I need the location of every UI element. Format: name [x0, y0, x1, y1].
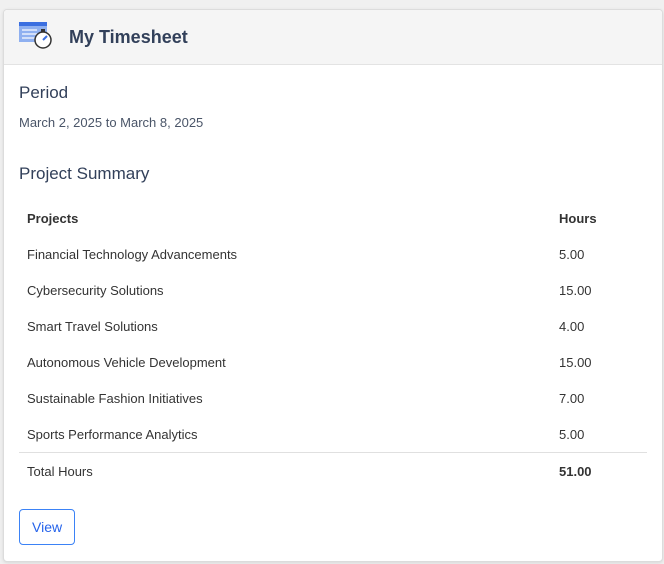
project-name: Financial Technology Advancements	[27, 246, 238, 262]
project-summary-table: Projects Hours Financial Technology Adva…	[19, 200, 647, 489]
total-value: 51.00	[551, 452, 647, 489]
card-header: My Timesheet	[4, 10, 662, 65]
project-hours: 4.00	[559, 318, 585, 334]
project-name: Sports Performance Analytics	[27, 426, 198, 442]
total-row: Total Hours 51.00	[19, 452, 647, 489]
project-name: Cybersecurity Solutions	[27, 282, 164, 298]
table-row: Financial Technology Advancements 5.00	[19, 236, 647, 272]
column-header-hours: Hours	[559, 210, 597, 226]
project-hours: 5.00	[559, 246, 585, 262]
total-label: Total Hours	[19, 452, 551, 489]
project-summary-heading: Project Summary	[19, 164, 150, 183]
period-heading: Period	[19, 83, 69, 102]
timesheet-card: My Timesheet Period March 2, 2025 to Mar…	[3, 9, 663, 562]
table-row: Smart Travel Solutions 4.00	[19, 308, 647, 344]
column-header-projects: Projects	[27, 210, 79, 226]
table-row: Sustainable Fashion Initiatives 7.00	[19, 380, 647, 416]
table-row: Cybersecurity Solutions 15.00	[19, 272, 647, 308]
card-title: My Timesheet	[69, 26, 188, 47]
table-row: Sports Performance Analytics 5.00	[19, 416, 647, 453]
table-header-row: Projects Hours	[19, 200, 647, 236]
project-name: Smart Travel Solutions	[27, 318, 158, 334]
project-name: Autonomous Vehicle Development	[27, 354, 226, 370]
project-hours: 15.00	[559, 282, 592, 298]
view-button[interactable]: View	[19, 509, 76, 545]
project-hours: 7.00	[559, 390, 585, 406]
project-hours: 5.00	[559, 426, 585, 442]
project-hours: 15.00	[559, 354, 592, 370]
timesheet-stopwatch-icon	[19, 20, 55, 55]
table-row: Autonomous Vehicle Development 15.00	[19, 344, 647, 380]
project-name: Sustainable Fashion Initiatives	[27, 390, 203, 406]
period-range: March 2, 2025 to March 8, 2025	[19, 115, 204, 130]
